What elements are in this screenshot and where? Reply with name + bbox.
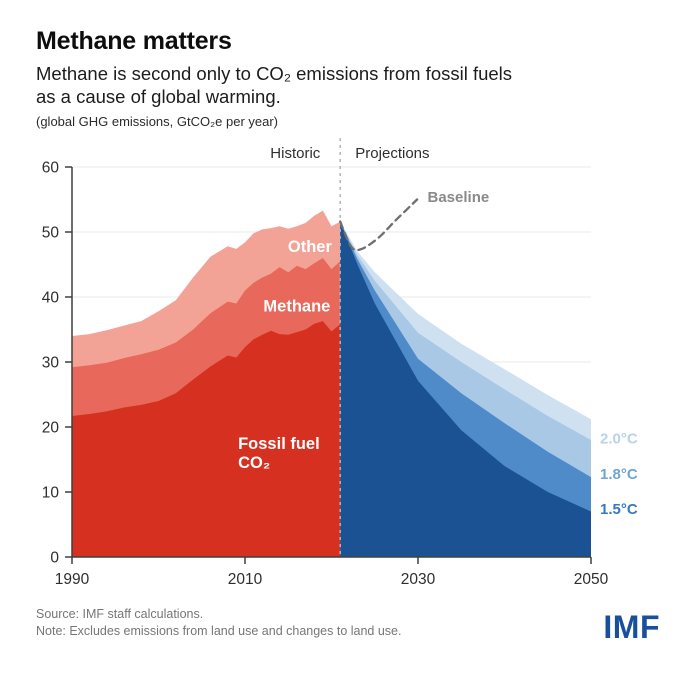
page-title: Methane matters (36, 27, 232, 55)
chart-unit-note: (global GHG emissions, GtCO₂e per year) (36, 113, 279, 129)
annotation-historic: Historic (270, 145, 321, 162)
baseline-curve (339, 198, 419, 252)
y-tick-label-20: 20 (42, 420, 60, 437)
x-tick-label-1990: 1990 (55, 571, 90, 588)
historic-area-fossil-fuel-co2 (72, 321, 341, 557)
annotation-other-label: Other (288, 238, 333, 256)
scenario-label-c20: 2.0°C (600, 431, 638, 448)
y-tick-label-10: 10 (42, 485, 60, 502)
x-tick-label-2030: 2030 (401, 571, 436, 588)
annotation-methane-label: Methane (263, 297, 330, 315)
y-tick-label-40: 40 (42, 290, 60, 307)
scenario-label-c15: 1.5°C (600, 501, 638, 518)
y-tick-label-50: 50 (42, 225, 60, 242)
imf-logo: IMF (603, 609, 660, 645)
annotation-fossil-fuel-co2-label: Fossil fuel CO₂ (238, 435, 320, 472)
subtitle-line-1: Methane is second only to CO₂ emissions … (36, 63, 513, 84)
y-tick-label-60: 60 (42, 160, 60, 177)
header: Methane matters Methane is second only t… (36, 27, 512, 129)
projection-band-c15 (340, 221, 591, 557)
footer: Source: IMF staff calculations. Note: Ex… (36, 606, 402, 639)
y-tick-label-0: 0 (50, 550, 59, 567)
scenario-label-c18: 1.8°C (600, 466, 638, 483)
land-use-note: Note: Excludes emissions from land use a… (36, 623, 402, 638)
annotation-baseline-label: Baseline (428, 189, 490, 206)
y-tick-label-30: 30 (42, 355, 60, 372)
chart-subtitle: Methane is second only to CO₂ emissions … (36, 62, 512, 109)
subtitle-line-2: as a cause of global warming. (36, 86, 281, 108)
x-tick-label-2050: 2050 (574, 571, 609, 588)
x-tick-label-2010: 2010 (228, 571, 263, 588)
annotation-projections: Projections (355, 145, 429, 162)
source-note: Source: IMF staff calculations. (36, 607, 204, 621)
